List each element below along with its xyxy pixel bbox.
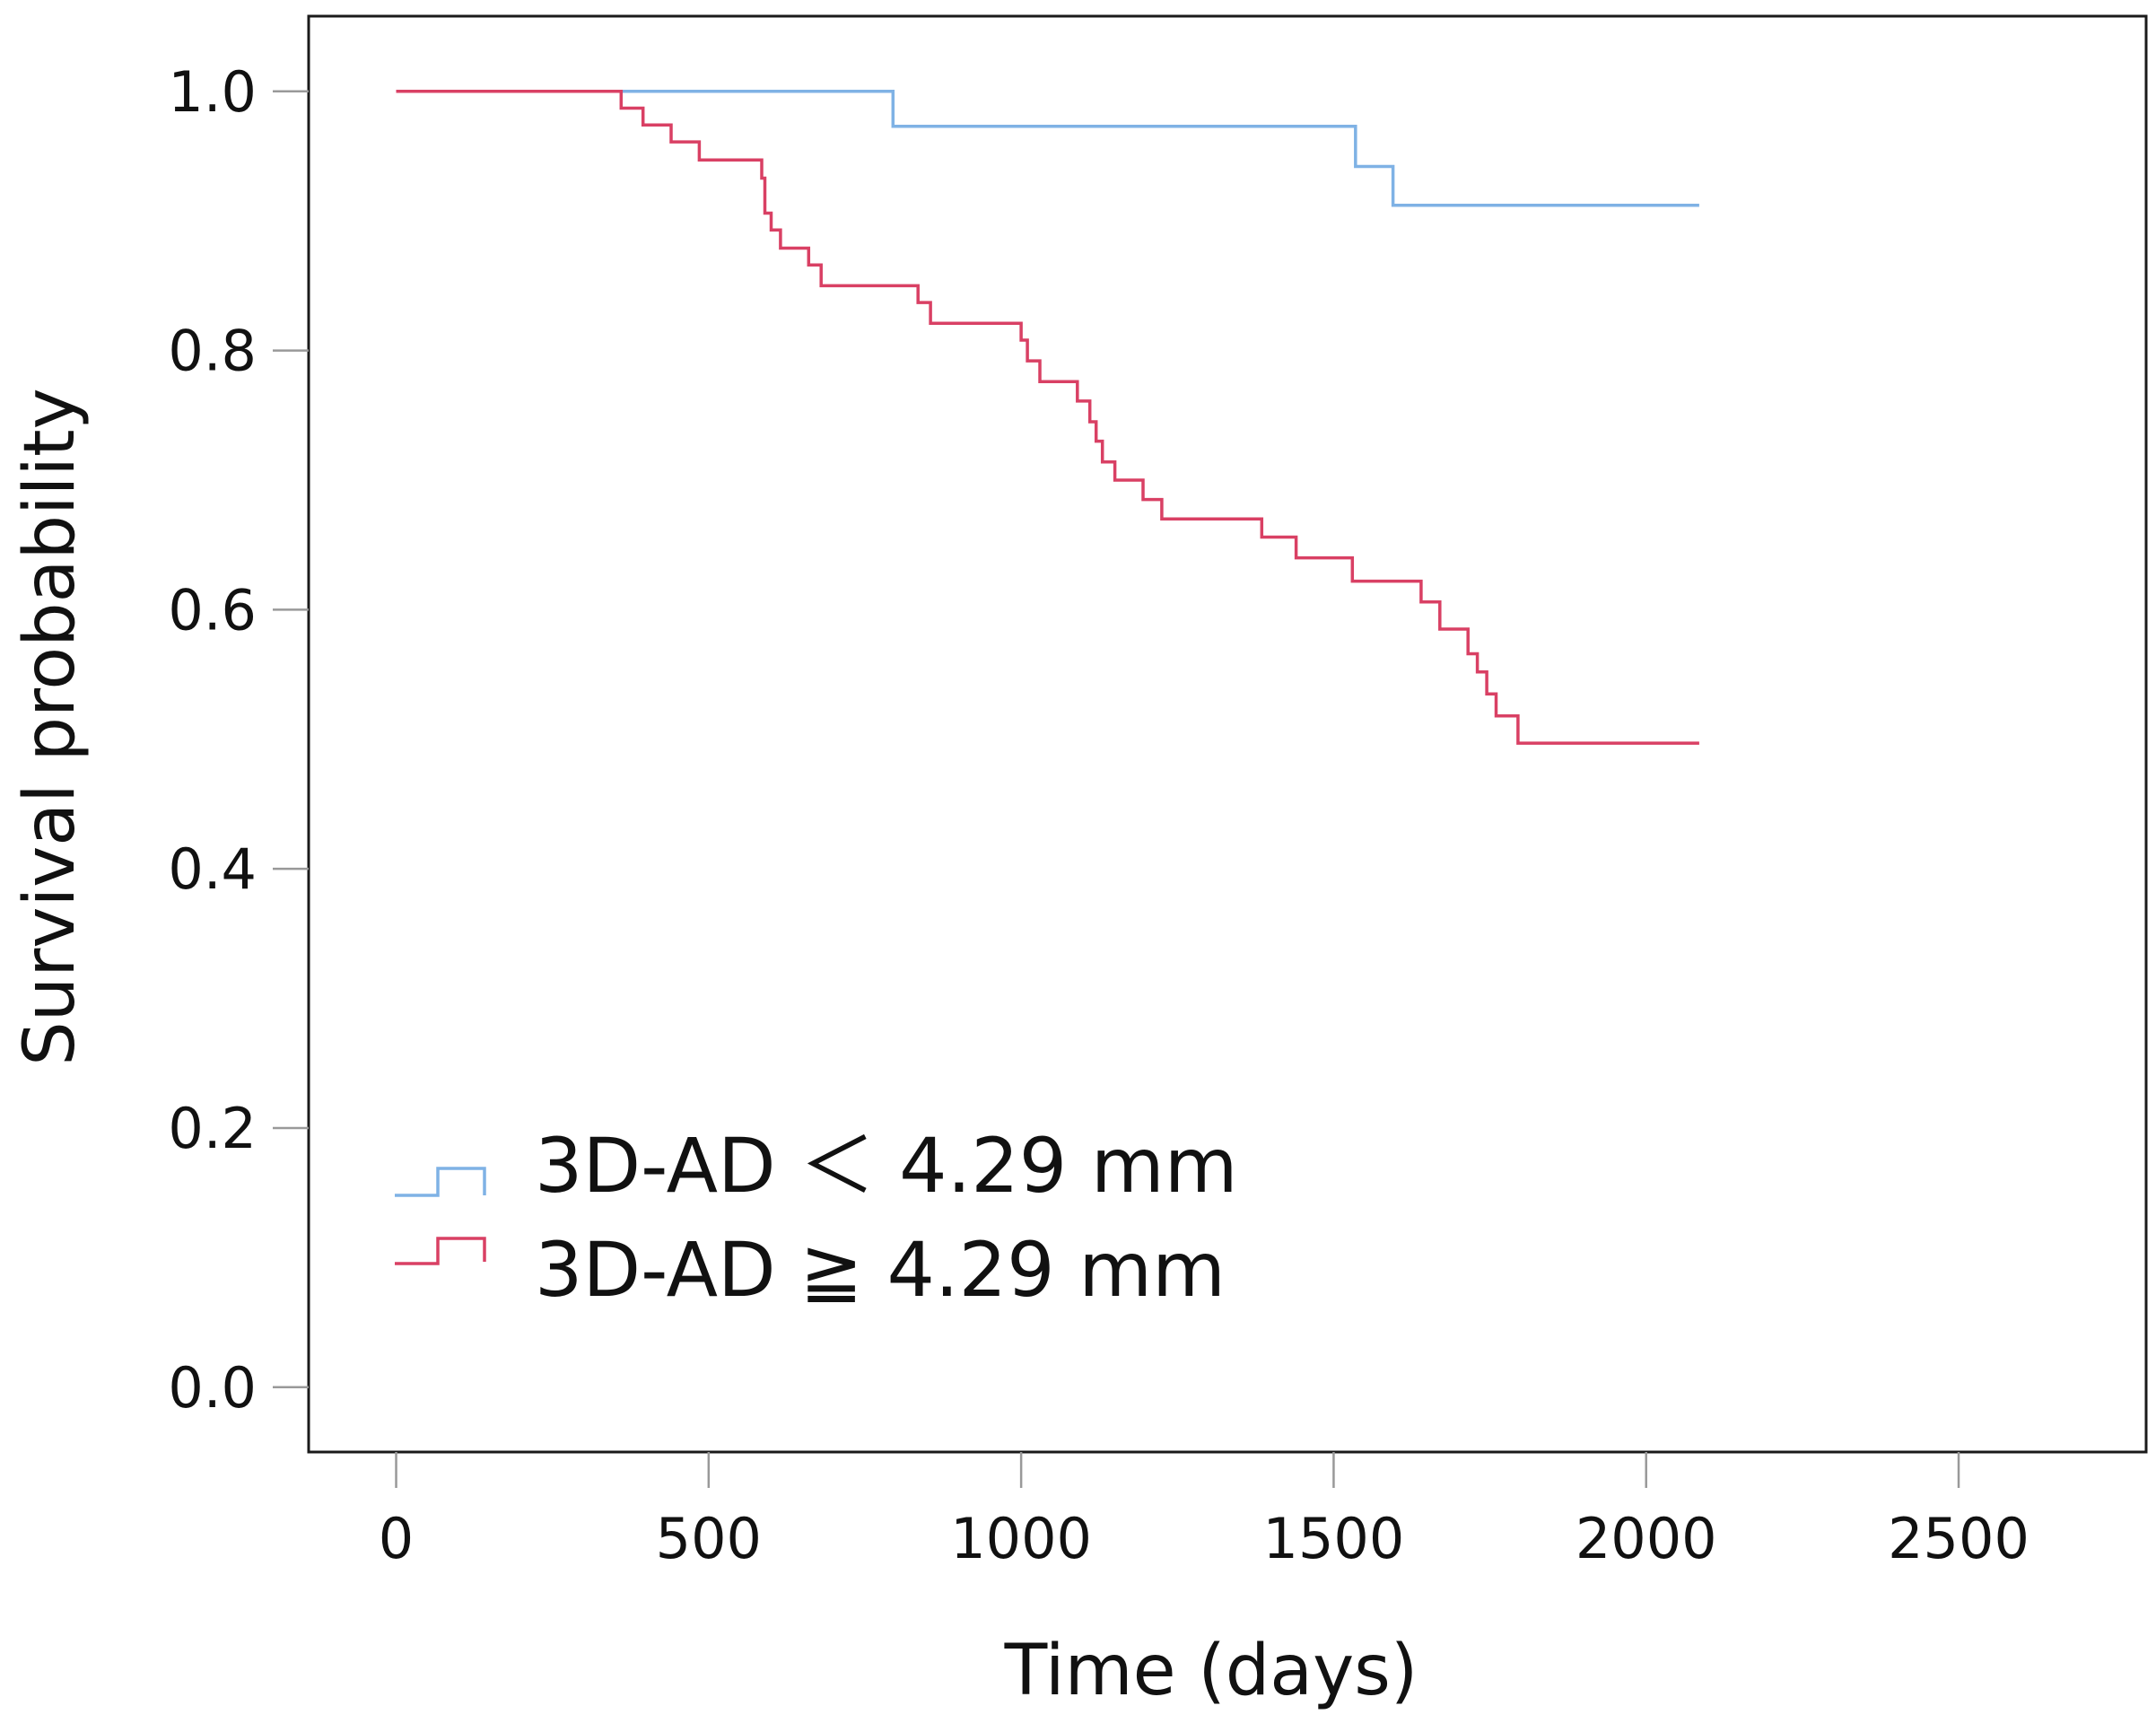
x-axis-title: Time (days)	[1004, 1631, 1418, 1711]
legend-label-series-2: 3D-AD ≧ 4.29 mm	[535, 1226, 1226, 1314]
x-axis: 0 500 1000 1500 2000 2500	[379, 1452, 2029, 1571]
survival-curve-series-1	[396, 90, 1699, 207]
y-tick-label: 0.2	[168, 1096, 257, 1161]
y-tick-label: 0.4	[168, 836, 257, 902]
survival-curve-series-2	[396, 90, 1699, 745]
survival-curves	[396, 90, 1699, 745]
x-tick-label: 1500	[1263, 1506, 1405, 1571]
y-axis-title: Survival probability	[10, 388, 91, 1065]
legend-swatch-series-1	[395, 1167, 486, 1197]
x-tick-label: 1000	[950, 1506, 1092, 1571]
y-tick-label: 0.6	[168, 577, 257, 643]
y-tick-label: 0.0	[168, 1355, 257, 1421]
x-tick-label: 0	[379, 1506, 414, 1571]
y-tick-label: 1.0	[168, 59, 257, 125]
y-tick-label: 0.8	[168, 319, 257, 384]
x-tick-label: 2500	[1888, 1506, 2029, 1571]
x-tick-label: 2000	[1576, 1506, 1717, 1571]
x-tick-label: 500	[656, 1506, 762, 1571]
legend-swatch-series-2	[395, 1237, 486, 1265]
legend: 3D-AD ＜ 4.29 mm 3D-AD ≧ 4.29 mm	[395, 1122, 1238, 1314]
legend-label-series-1: 3D-AD ＜ 4.29 mm	[535, 1122, 1238, 1210]
y-axis: 0.0 0.2 0.4 0.6 0.8 1.0	[168, 59, 309, 1421]
plot-frame	[307, 14, 2148, 1454]
